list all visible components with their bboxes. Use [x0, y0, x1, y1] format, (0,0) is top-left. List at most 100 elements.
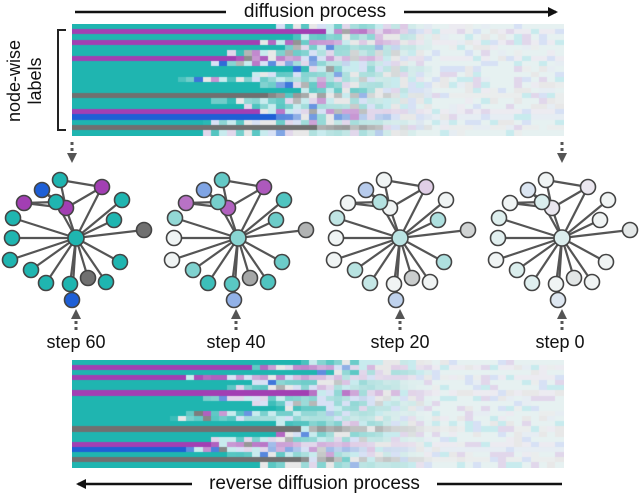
graph-node — [328, 209, 346, 227]
graph-node — [259, 273, 277, 291]
graph-node — [490, 209, 508, 227]
graph-step-0 — [487, 171, 639, 309]
graph-node — [387, 291, 405, 309]
graph-edge — [399, 199, 447, 239]
graph-step-20 — [325, 171, 477, 309]
graph-edge — [237, 237, 269, 283]
graph-node — [487, 251, 505, 269]
bottom-heatmap — [72, 360, 564, 468]
graph-node — [255, 178, 273, 196]
graph-node — [105, 211, 123, 229]
graph-node — [579, 178, 597, 196]
labels-bracket — [57, 29, 66, 131]
graph-edge — [75, 228, 145, 240]
bottom-arrow-label: reverse diffusion process — [209, 473, 420, 494]
graph-node — [97, 273, 115, 291]
graph-node — [346, 261, 364, 279]
graph-hub-node — [553, 229, 571, 247]
graph-node — [591, 211, 609, 229]
graph-edge — [12, 216, 77, 240]
graph-edge — [516, 237, 563, 271]
graph-node — [33, 181, 51, 199]
graph-node — [177, 194, 195, 212]
graph-node — [1, 251, 19, 269]
graph-node — [417, 178, 435, 196]
graph-edge — [561, 199, 609, 239]
graph-hub-node — [67, 229, 85, 247]
graph-edge — [192, 237, 239, 271]
graph-edge — [561, 237, 593, 283]
graph-edge — [495, 236, 563, 262]
graph-edge — [174, 216, 239, 240]
graph-edge — [207, 237, 239, 284]
graph-node — [533, 193, 551, 211]
graph-edge — [237, 199, 285, 239]
graph-node — [549, 291, 567, 309]
graph-node — [79, 269, 97, 287]
graph-node — [199, 274, 217, 292]
graph-edge — [399, 228, 469, 240]
graph-node — [93, 178, 111, 196]
graph-node — [339, 194, 357, 212]
graph-node — [385, 275, 403, 293]
top-arrow-label: diffusion process — [243, 1, 387, 22]
step-60-label: step 60 — [46, 332, 106, 352]
graph-node — [435, 253, 453, 271]
step-40-label: step 40 — [206, 332, 266, 352]
graph-edge — [369, 237, 401, 284]
graph-step-40 — [163, 171, 315, 309]
graph-node — [111, 253, 129, 271]
graph-edge — [45, 237, 77, 284]
graph-edge — [399, 186, 427, 239]
graph-node — [437, 191, 455, 209]
graph-node — [22, 261, 40, 279]
graph-node — [357, 181, 375, 199]
graph-node — [3, 229, 21, 247]
graph-edge — [237, 186, 265, 239]
graph-node — [459, 221, 477, 239]
graph-node — [519, 181, 537, 199]
graph-edge — [399, 237, 431, 283]
graph-node — [489, 229, 507, 247]
graph-node — [508, 261, 526, 279]
graph-edge — [30, 237, 77, 271]
graph-edge — [171, 236, 239, 262]
graph-edge — [336, 216, 401, 240]
graph-edge — [561, 228, 631, 240]
graph-node — [4, 209, 22, 227]
graph-node — [213, 171, 231, 189]
graph-node — [547, 275, 565, 293]
graph-edge — [75, 186, 103, 239]
graph-node — [135, 221, 153, 239]
graph-node — [47, 193, 65, 211]
graph-node — [327, 229, 345, 247]
graph-node — [166, 209, 184, 227]
graph-node — [37, 274, 55, 292]
graph-node — [273, 253, 291, 271]
graph-edge — [354, 237, 401, 271]
bottom-heatmap-canvas — [72, 360, 564, 468]
graph-node — [537, 171, 555, 189]
graph-node — [297, 221, 315, 239]
graph-node — [565, 269, 583, 287]
graph-node — [501, 194, 519, 212]
graph-node — [325, 251, 343, 269]
graph-node — [403, 269, 421, 287]
step-20-label: step 20 — [370, 332, 430, 352]
graphs-group — [1, 171, 639, 309]
graph-step-60 — [1, 171, 153, 309]
side-label-line1: node-wise — [4, 39, 24, 123]
graph-node — [225, 291, 243, 309]
graph-node — [61, 275, 79, 293]
graph-node — [163, 251, 181, 269]
graph-node — [241, 269, 259, 287]
graph-node — [165, 229, 183, 247]
graph-node — [209, 193, 227, 211]
graph-node — [113, 191, 131, 209]
graph-edge — [531, 237, 563, 284]
graph-edge — [498, 216, 563, 240]
graph-node — [597, 253, 615, 271]
graph-node — [275, 191, 293, 209]
graph-node — [195, 181, 213, 199]
